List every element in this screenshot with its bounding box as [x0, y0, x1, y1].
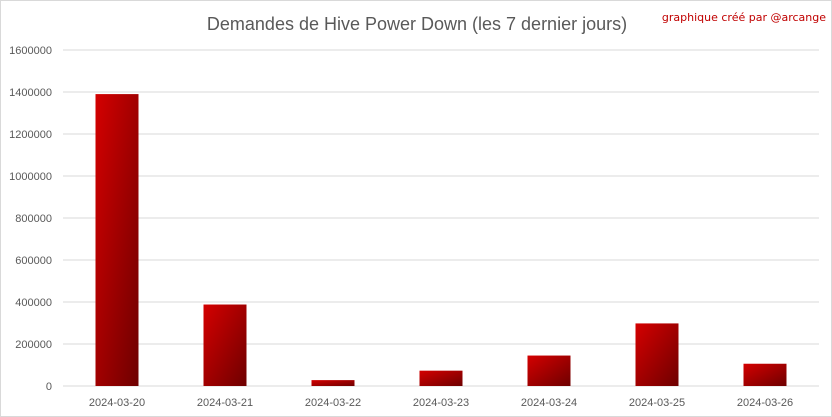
y-tick-label: 1000000	[9, 171, 52, 183]
y-tick-label: 400000	[15, 297, 52, 309]
y-axis-ticks: 0 200000 400000 600000 800000 1000000 1200000 1…	[9, 45, 52, 393]
x-tick-label: 2024-03-22	[305, 397, 361, 409]
x-tick-label: 2024-03-26	[737, 397, 793, 409]
bar-2024-03-23	[419, 370, 463, 386]
y-tick-label: 1400000	[9, 87, 52, 99]
bar-2024-03-21	[203, 304, 247, 386]
x-tick-label: 2024-03-20	[89, 397, 145, 409]
x-tick-label: 2024-03-25	[629, 397, 685, 409]
bar-2024-03-24	[527, 355, 571, 386]
chart-title: Demandes de Hive Power Down (les 7 derni…	[207, 14, 627, 34]
bars	[95, 94, 787, 386]
y-tick-label: 0	[46, 381, 52, 393]
x-axis-ticks: 2024-03-20 2024-03-21 2024-03-22 2024-03-23…	[89, 397, 793, 409]
y-tick-label: 1600000	[9, 45, 52, 57]
x-tick-label: 2024-03-23	[413, 397, 469, 409]
y-tick-label: 600000	[15, 255, 52, 267]
y-tick-label: 800000	[15, 213, 52, 225]
credit-label: graphique créé par @arcange	[662, 11, 826, 24]
bar-2024-03-20	[95, 94, 139, 386]
bar-2024-03-26	[743, 363, 787, 386]
y-tick-label: 1200000	[9, 129, 52, 141]
x-tick-label: 2024-03-24	[521, 397, 577, 409]
bar-2024-03-25	[635, 323, 679, 386]
bar-2024-03-22	[311, 380, 355, 386]
gridlines	[63, 49, 819, 387]
y-tick-label: 200000	[15, 339, 52, 351]
x-tick-label: 2024-03-21	[197, 397, 253, 409]
